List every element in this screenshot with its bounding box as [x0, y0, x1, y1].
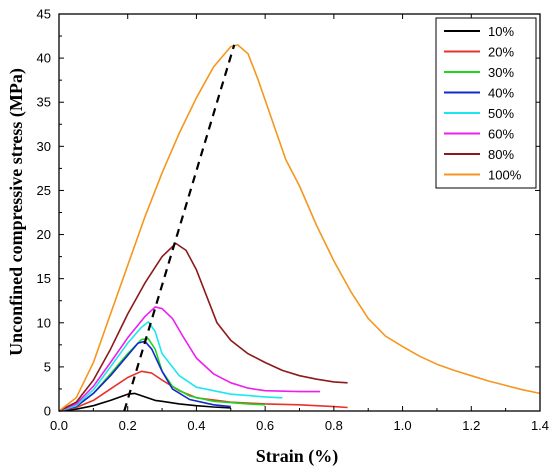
series-line-6: [58, 242, 348, 412]
series-line-2: [58, 337, 266, 412]
y-tick-label: 35: [37, 95, 51, 110]
legend-label: 100%: [488, 168, 522, 183]
series-line-4: [58, 321, 283, 412]
x-tick-label: 0.4: [187, 418, 205, 433]
y-tick-label: 5: [44, 359, 51, 374]
legend-label: 40%: [488, 86, 514, 101]
series-line-5: [58, 306, 321, 412]
series-line-1: [58, 370, 348, 412]
x-tick-label: 1.0: [394, 418, 412, 433]
y-tick-label: 10: [37, 315, 51, 330]
series-line-3: [58, 340, 231, 412]
peak-trend-line: [123, 44, 236, 412]
x-tick-label: 1.4: [531, 418, 549, 433]
x-axis-title: Strain (%): [256, 446, 339, 467]
legend-label: 30%: [488, 65, 514, 80]
y-axis-title: Unconfined compressive stress (MPa): [6, 68, 27, 356]
y-tick-label: 45: [37, 7, 51, 22]
x-tick-label: 0.0: [50, 418, 68, 433]
legend: 10% 20% 30% 40% 50% 60% 80% 100%: [435, 17, 537, 189]
series-layer: [58, 44, 541, 412]
legend-label: 50%: [488, 106, 514, 121]
series-line-0: [58, 392, 231, 412]
y-tick-label: 15: [37, 271, 51, 286]
x-tick-label: 0.6: [256, 418, 274, 433]
y-tick-label: 40: [37, 51, 51, 66]
legend-box: [435, 17, 537, 189]
x-tick-label: 0.2: [119, 418, 137, 433]
y-tick-label: 0: [44, 404, 51, 419]
legend-label: 60%: [488, 127, 514, 142]
x-tick-label: 0.8: [325, 418, 343, 433]
series-line-7: [58, 44, 541, 412]
y-tick-label: 30: [37, 139, 51, 154]
legend-label: 10%: [488, 24, 514, 39]
y-tick-label: 25: [37, 183, 51, 198]
ticks-layer: 0.0 0.2 0.4 0.6 0.8 1.0 1.2 1.4 0 5 10 15 20 25 30 35 40…: [37, 7, 550, 434]
legend-label: 20%: [488, 45, 514, 60]
trend-layer: [123, 44, 236, 412]
y-tick-label: 20: [37, 227, 51, 242]
legend-label: 80%: [488, 147, 514, 162]
x-tick-label: 1.2: [462, 418, 480, 433]
